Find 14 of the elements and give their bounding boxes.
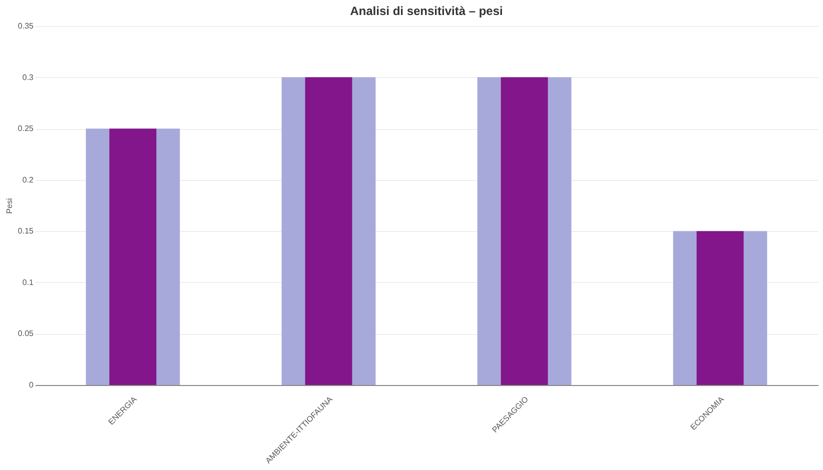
y-axis-title: Pesi bbox=[4, 198, 14, 214]
y-tick-label: 0.15 bbox=[18, 226, 34, 236]
bar bbox=[305, 77, 352, 385]
y-tick-label: 0.1 bbox=[22, 278, 34, 287]
y-tick-label: 0.05 bbox=[18, 329, 34, 338]
y-tick-label: 0.2 bbox=[22, 175, 34, 184]
bar bbox=[109, 128, 156, 385]
y-tick-label: 0.25 bbox=[18, 124, 34, 134]
bar bbox=[500, 77, 548, 385]
chart-title: Analisi di sensitività – pesi bbox=[350, 4, 503, 18]
y-tick-label: 0.3 bbox=[22, 72, 34, 82]
bar bbox=[696, 231, 744, 385]
y-tick-label: 0 bbox=[29, 380, 34, 390]
y-tick-label: 0.35 bbox=[18, 22, 34, 30]
